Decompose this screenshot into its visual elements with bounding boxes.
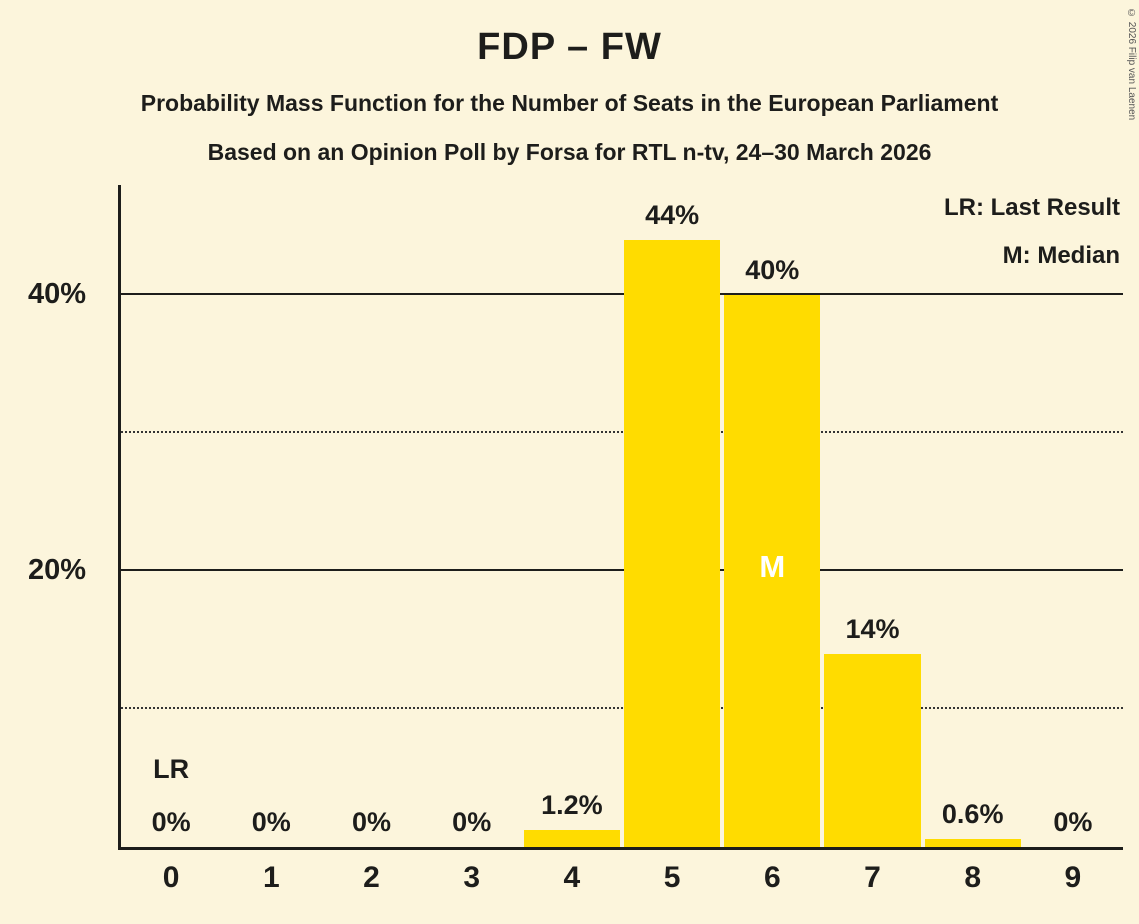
bar-seat-5 <box>624 240 721 847</box>
x-axis-label-9: 9 <box>1064 861 1082 894</box>
x-axis-label-0: 0 <box>162 861 180 894</box>
gridline-10 <box>121 707 1123 710</box>
bar-value-label-3: 0% <box>452 807 492 837</box>
plot-area: 20% 40% 0% 0 0% 1 0% 2 0% 3 1.2% 4 44% 5 40% 6 14% 7 0.6% 8… <box>28 185 1123 894</box>
bar-value-label-1: 0% <box>251 807 291 837</box>
bar-seat-7 <box>824 653 921 847</box>
legend-last-result: LR: Last Result <box>943 194 1120 221</box>
bar-value-label-7: 14% <box>845 613 900 644</box>
x-axis-label-4: 4 <box>563 861 581 894</box>
bar-value-label-9: 0% <box>1053 807 1093 837</box>
x-axis-label-1: 1 <box>262 861 280 894</box>
last-result-marker: LR <box>153 754 190 784</box>
bar-value-label-2: 0% <box>351 807 391 837</box>
median-marker: M <box>759 548 786 584</box>
bar-value-label-0: 0% <box>151 807 191 837</box>
bar-value-label-5: 44% <box>645 200 700 231</box>
chart-title: FDP – FW <box>477 26 662 68</box>
x-axis-label-8: 8 <box>964 861 982 894</box>
x-axis-label-7: 7 <box>864 861 881 894</box>
y-axis-label-40: 40% <box>28 278 87 311</box>
bar-value-label-6: 40% <box>745 255 800 286</box>
x-axis-label-3: 3 <box>463 861 481 894</box>
chart-subtitle-1: Probability Mass Function for the Number… <box>140 90 999 116</box>
bar-seat-4 <box>523 830 620 847</box>
bar-value-label-4: 1.2% <box>541 790 603 821</box>
copyright-text: © 2026 Filip van Laenen <box>1126 8 1137 121</box>
legend-median: M: Median <box>1002 242 1120 269</box>
x-axis-label-2: 2 <box>363 861 380 894</box>
chart-subtitle-2: Based on an Opinion Poll by Forsa for RT… <box>207 139 932 165</box>
gridline-20 <box>121 569 1123 572</box>
gridline-40 <box>121 293 1123 296</box>
x-axis-label-5: 5 <box>663 861 681 894</box>
gridline-30 <box>121 431 1123 434</box>
y-axis-label-20: 20% <box>28 554 87 587</box>
chart-legend: LR: Last Result M: Median <box>944 184 1120 280</box>
bar-seat-6 <box>724 295 821 847</box>
x-axis-label-6: 6 <box>763 861 781 894</box>
bar-seat-8 <box>924 838 1021 847</box>
bar-value-label-8: 0.6% <box>941 798 1004 829</box>
